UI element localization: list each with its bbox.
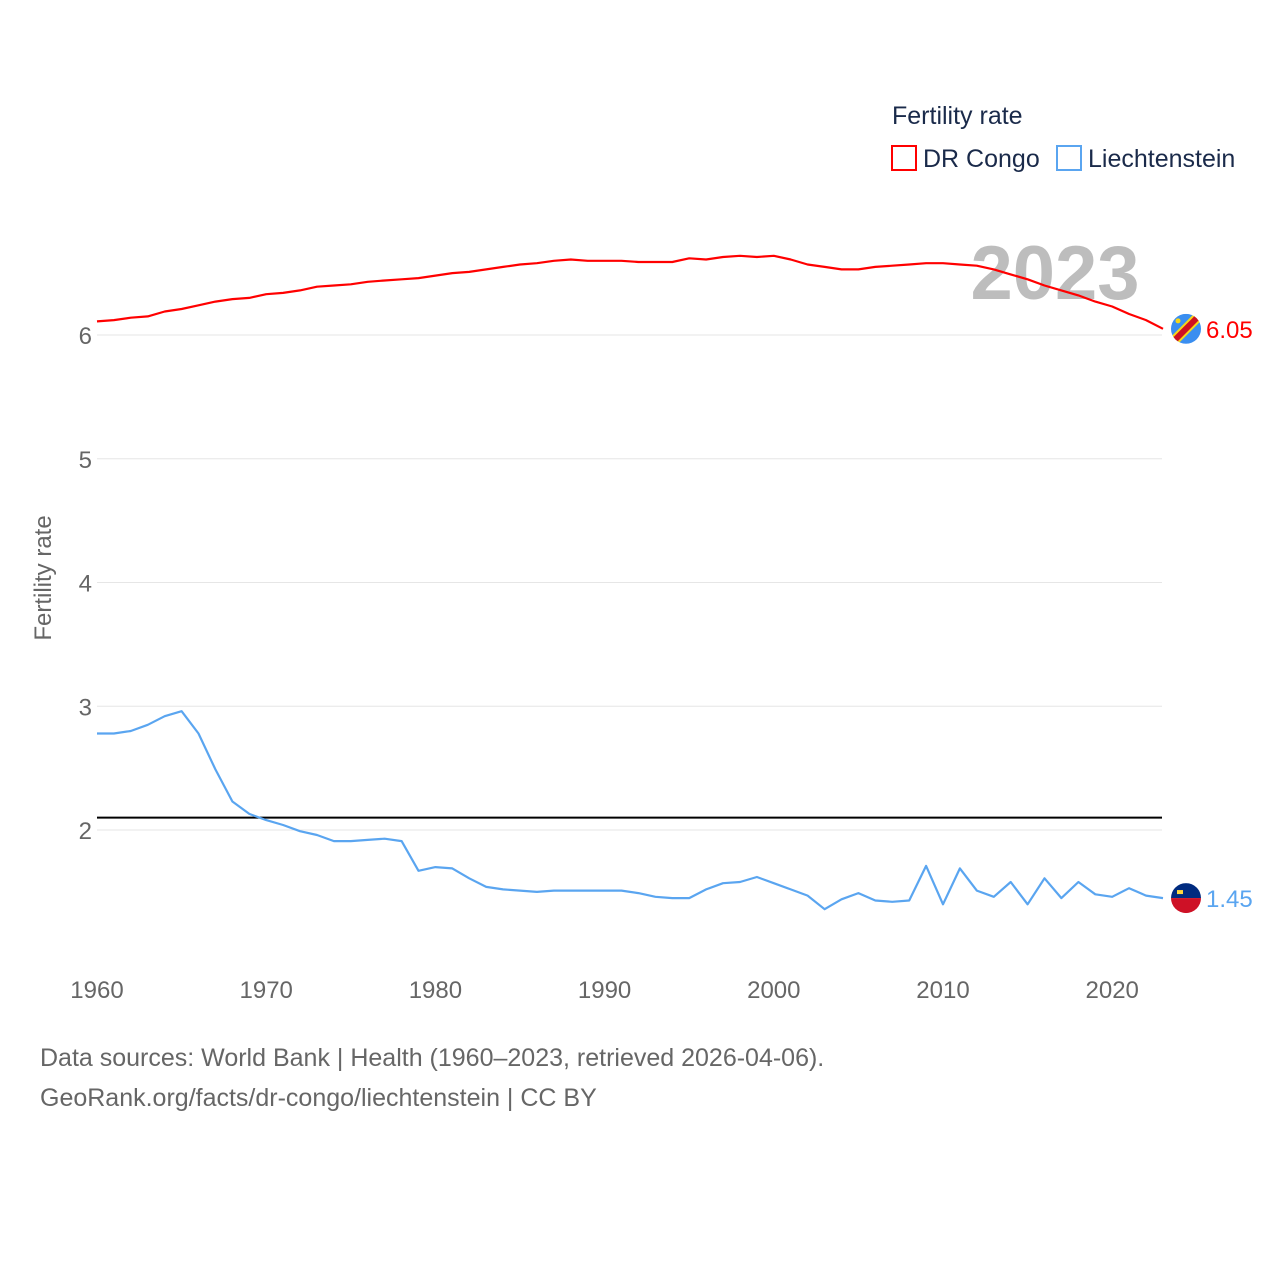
x-tick-label: 1970 <box>240 977 293 1004</box>
y-tick-label: 5 <box>79 447 92 474</box>
legend-swatch-liechtenstein <box>1056 145 1082 171</box>
legend-item-dr-congo[interactable]: DR Congo <box>891 145 1040 173</box>
legend: Fertility rate DR Congo Liechtenstein <box>891 102 1235 173</box>
x-tick-label: 1990 <box>578 977 631 1004</box>
x-tick-label: 2020 <box>1086 977 1139 1004</box>
legend-label-liechtenstein: Liechtenstein <box>1088 145 1235 173</box>
y-axis-label: Fertility rate <box>30 515 57 640</box>
legend-title: Fertility rate <box>892 102 1023 130</box>
y-axis-ticks: 2 3 4 5 6 <box>79 323 92 845</box>
x-tick-label: 1960 <box>70 977 123 1004</box>
attribution-text: GeoRank.org/facts/dr-congo/liechtenstein… <box>40 1084 597 1112</box>
y-tick-label: 3 <box>79 694 92 721</box>
y-tick-label: 6 <box>79 323 92 350</box>
dr-congo-flag-icon <box>1171 313 1201 344</box>
end-value-liechtenstein: 1.45 <box>1206 886 1253 913</box>
end-labels: 6.05 1.45 <box>1171 313 1253 914</box>
y-tick-label: 4 <box>79 571 92 598</box>
end-value-dr-congo: 6.05 <box>1206 317 1253 344</box>
legend-swatch-dr-congo <box>891 145 917 171</box>
y-tick-label: 2 <box>79 818 92 845</box>
liechtenstein-flag-icon <box>1171 883 1201 914</box>
gridlines <box>97 334 1162 831</box>
year-watermark: 2023 <box>970 231 1139 316</box>
legend-label-dr-congo: DR Congo <box>923 145 1040 173</box>
legend-item-liechtenstein[interactable]: Liechtenstein <box>1056 145 1235 173</box>
series-lines <box>96 254 1164 911</box>
series-line-liechtenstein <box>97 710 1164 911</box>
data-source-text: Data sources: World Bank | Health (1960–… <box>40 1044 825 1072</box>
x-axis-ticks: 1960 1970 1980 1990 2000 2010 2020 <box>70 977 1139 1004</box>
x-tick-label: 1980 <box>409 977 462 1004</box>
x-tick-label: 2000 <box>747 977 800 1004</box>
x-tick-label: 2010 <box>916 977 969 1004</box>
series-line-dr-congo <box>96 254 1164 330</box>
